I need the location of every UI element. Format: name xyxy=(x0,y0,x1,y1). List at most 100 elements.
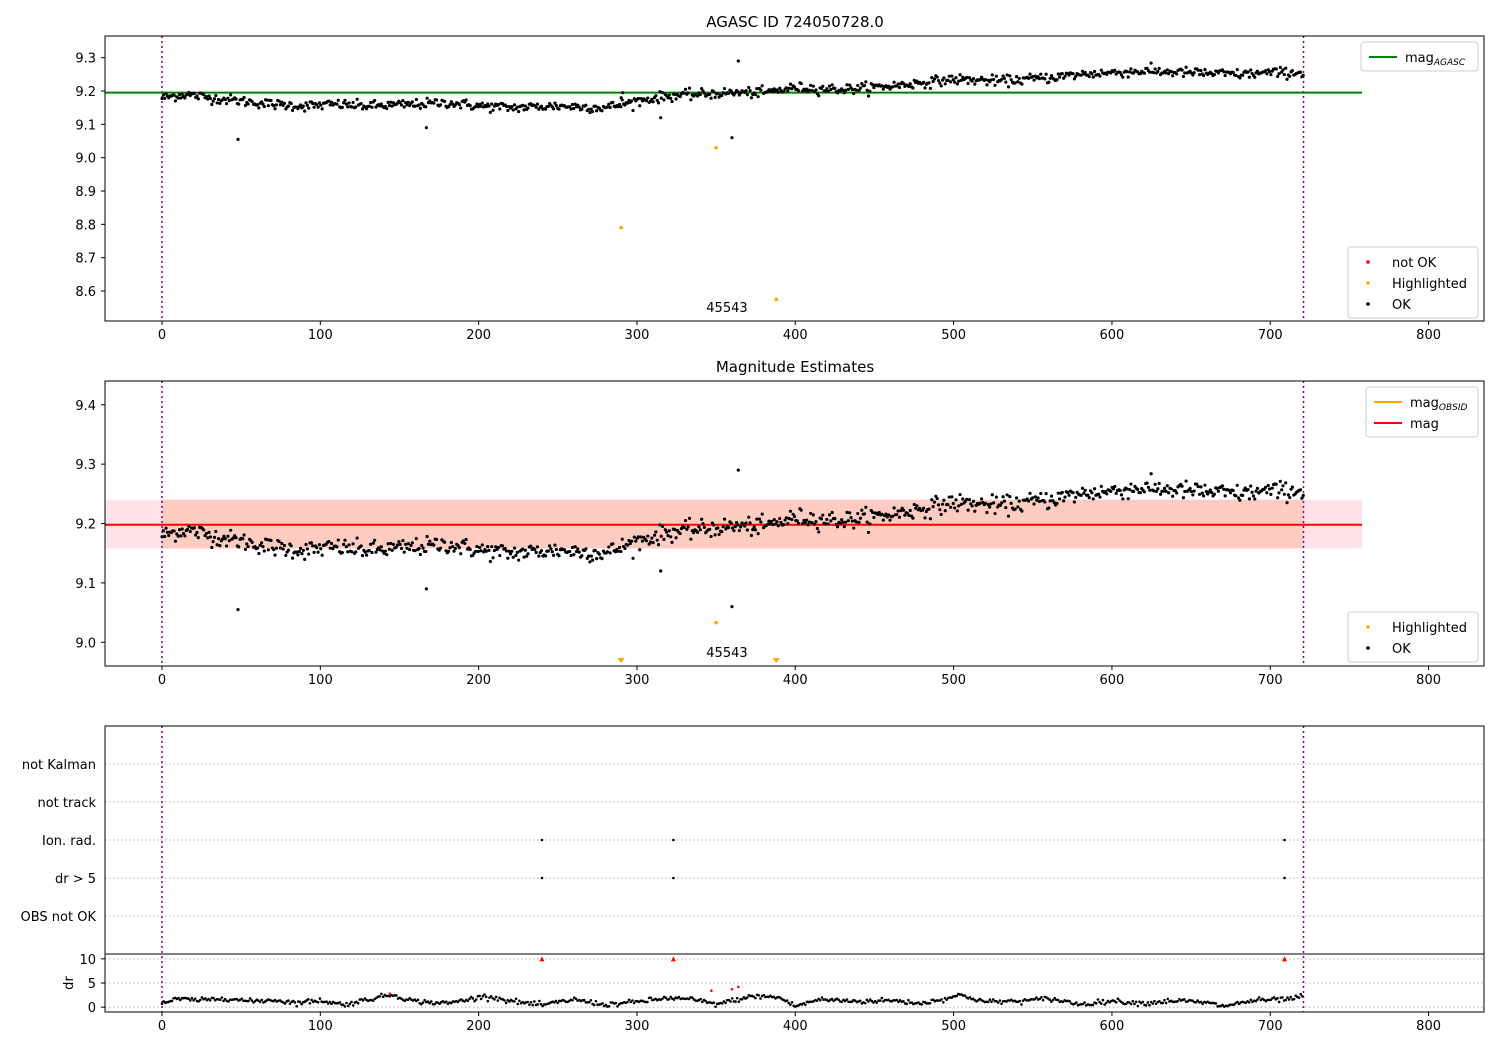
ok-point xyxy=(468,547,472,552)
ok-point xyxy=(529,544,533,548)
dr-point xyxy=(850,1000,854,1004)
ok-point xyxy=(949,80,953,84)
ok-point xyxy=(511,555,515,559)
x-tick-label: 500 xyxy=(941,673,966,688)
ok-point xyxy=(1270,486,1274,490)
ok-point xyxy=(535,545,540,549)
ok-point xyxy=(1111,487,1116,491)
dr-point xyxy=(193,997,197,1000)
ok-point xyxy=(307,106,311,110)
ok-point xyxy=(702,525,706,529)
ok-point xyxy=(1196,484,1200,489)
ok-point xyxy=(443,540,447,544)
ok-point xyxy=(1156,69,1160,74)
dr-point xyxy=(867,1000,870,1003)
ok-point xyxy=(788,509,793,513)
ok-point xyxy=(408,104,412,108)
ok-point xyxy=(736,90,740,94)
ok-point xyxy=(1183,71,1187,75)
ok-point xyxy=(897,85,902,90)
ok-point xyxy=(1071,491,1075,495)
x-tick-label: 500 xyxy=(941,1019,966,1034)
ok-point xyxy=(1200,491,1204,495)
ok-point xyxy=(320,553,324,557)
ok-point xyxy=(1093,487,1097,491)
dr-point xyxy=(504,1001,508,1005)
ok-point xyxy=(507,549,511,553)
ok-point xyxy=(1277,72,1281,76)
ok-point xyxy=(517,109,521,114)
ok-point xyxy=(619,549,623,554)
ok-point xyxy=(451,102,455,106)
ok-point xyxy=(281,547,285,551)
dr-axis-label: dr xyxy=(62,976,77,990)
ok-point xyxy=(504,549,509,553)
dr-point xyxy=(1124,1002,1128,1006)
ok-point xyxy=(214,529,218,534)
dr-point xyxy=(1134,1000,1138,1004)
ok-point xyxy=(825,87,829,91)
ok-point xyxy=(1055,501,1059,506)
ok-point xyxy=(443,99,447,104)
dr-point xyxy=(295,1004,298,1008)
ok-point xyxy=(1181,74,1186,79)
ok-point xyxy=(172,93,176,97)
ok-point xyxy=(966,81,970,86)
ok-point xyxy=(927,81,931,85)
ok-point xyxy=(183,534,187,538)
ok-point xyxy=(923,86,927,90)
dr-point xyxy=(626,1000,629,1004)
ok-point xyxy=(880,84,884,88)
dr-not-ok-point xyxy=(710,989,713,993)
ok-point xyxy=(1277,491,1281,495)
ok-point xyxy=(608,551,612,555)
ok-point xyxy=(554,547,558,552)
dr-point xyxy=(433,1002,436,1006)
ok-point xyxy=(1017,76,1021,81)
ok-point xyxy=(1049,74,1054,78)
dr-point xyxy=(496,999,500,1002)
dr-point xyxy=(474,998,478,1001)
dr-point xyxy=(700,1000,704,1004)
dr-point xyxy=(222,999,225,1003)
x-tick-label: 600 xyxy=(1100,1019,1125,1034)
ok-point xyxy=(1153,67,1157,71)
ok-point xyxy=(224,544,229,548)
ok-point xyxy=(475,102,479,106)
ok-point xyxy=(1148,70,1152,74)
ok-point xyxy=(638,548,642,552)
ok-point xyxy=(737,528,741,533)
ok-point xyxy=(1132,489,1136,494)
dr-point xyxy=(1081,1002,1085,1006)
ok-point xyxy=(1145,481,1149,485)
ok-point xyxy=(745,528,749,532)
dr-point xyxy=(614,1001,618,1005)
dr-point xyxy=(1153,999,1156,1003)
ok-point xyxy=(756,95,760,99)
x-tick-label: 300 xyxy=(625,1019,650,1034)
ok-point xyxy=(243,103,248,108)
ok-point xyxy=(307,552,311,556)
ok-point xyxy=(1152,71,1156,75)
ok-point xyxy=(631,556,635,560)
ok-point xyxy=(912,502,916,507)
ok-point xyxy=(342,101,346,105)
ok-point xyxy=(391,542,396,546)
dr-point xyxy=(355,1000,358,1004)
ok-point xyxy=(303,557,307,561)
ok-point xyxy=(830,83,834,87)
ok-point xyxy=(355,97,359,101)
ok-point xyxy=(712,90,716,94)
ok-point xyxy=(246,102,250,106)
x-tick-label: 600 xyxy=(1100,673,1125,688)
x-tick-label: 500 xyxy=(941,328,966,343)
ok-point xyxy=(1290,68,1295,73)
ok-point xyxy=(335,545,339,549)
dr-point xyxy=(1098,1000,1101,1004)
dr-point xyxy=(932,998,935,1002)
ok-point xyxy=(1288,74,1292,79)
ok-point xyxy=(1063,74,1067,78)
dr-point xyxy=(627,998,631,1002)
ok-point xyxy=(176,534,180,538)
ok-point xyxy=(844,520,848,524)
